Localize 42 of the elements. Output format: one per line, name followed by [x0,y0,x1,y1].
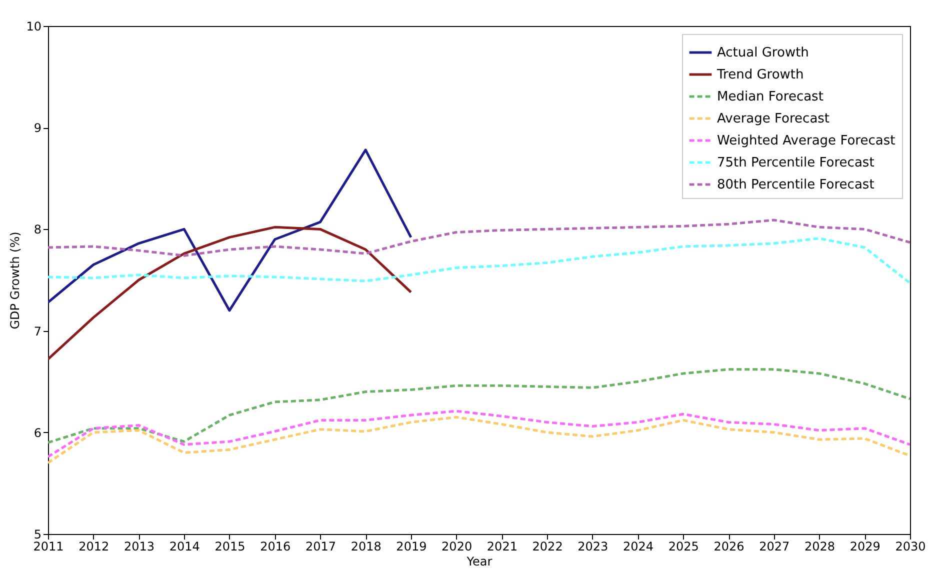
x-tick-label: 2020 [442,540,472,554]
legend-label: 80th Percentile Forecast [717,178,874,192]
y-tick-label: 10 [26,20,42,34]
x-tick-label: 2022 [532,540,563,554]
legend-label: Actual Growth [717,46,809,60]
x-tick-label: 2012 [78,540,110,554]
x-tick-label: 2016 [260,540,291,554]
x-tick-label: 2017 [305,540,336,554]
x-tick-label: 2024 [623,540,654,554]
y-axis-title: GDP Growth (%) [8,232,22,330]
line-series [48,226,412,360]
line-series [48,218,910,257]
y-tick-label: 5 [34,528,42,542]
line-series [48,237,910,284]
x-tick-label: 2011 [33,540,64,554]
x-tick-label: 2023 [578,540,608,554]
x-tick-label: 2015 [214,540,246,554]
x-tick-label: 2027 [759,540,790,554]
x-tick-label: 2025 [668,540,699,554]
x-tick-label: 2019 [396,540,427,554]
legend-label: Trend Growth [716,68,804,82]
legend-label: Average Forecast [717,112,830,126]
x-axis-title: Year [466,554,492,568]
line-series [48,416,910,464]
line-series [48,410,910,458]
line-series [48,148,412,312]
legend-label: Median Forecast [717,90,824,104]
x-tick-label: 2014 [169,540,200,554]
x-tick-label: 2028 [804,540,836,554]
y-tick-label: 9 [34,121,42,136]
x-tick-label: 2030 [895,540,926,554]
legend-label: 75th Percentile Forecast [717,156,874,170]
line-series [48,368,910,444]
x-tick-label: 2026 [714,540,744,554]
x-tick-label: 2029 [850,540,880,554]
x-tick-label: 2013 [124,540,155,554]
y-tick-label: 8 [34,222,42,237]
y-tick-label: 6 [34,426,42,440]
x-tick-label: 2021 [486,540,518,554]
x-tick-label: 2018 [350,540,382,554]
legend-label: Weighted Average Forecast [717,134,896,148]
y-tick-label: 7 [34,324,42,338]
